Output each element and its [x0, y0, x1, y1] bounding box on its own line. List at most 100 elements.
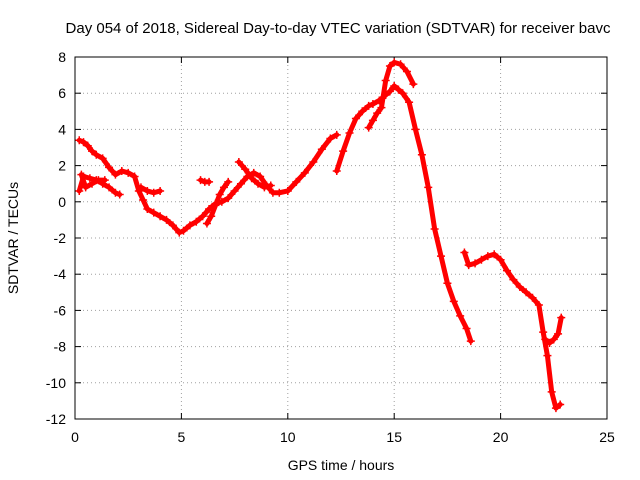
data-point — [83, 141, 92, 150]
y-tick-label: -6 — [54, 302, 67, 318]
data-point — [547, 387, 556, 396]
data-point — [254, 179, 263, 188]
data-point — [502, 266, 511, 275]
data-point — [143, 205, 152, 214]
data-point — [411, 125, 420, 134]
y-tick-label: -4 — [54, 266, 67, 282]
data-point — [339, 147, 348, 156]
data-point — [124, 168, 133, 177]
data-point — [424, 183, 433, 192]
data-point — [77, 170, 86, 179]
data-point — [317, 145, 326, 154]
data-point — [528, 293, 537, 302]
y-tick-label: -12 — [46, 411, 66, 427]
data-point — [394, 85, 403, 94]
data-point — [117, 167, 126, 176]
x-tick-label: 20 — [493, 429, 509, 445]
data-point — [234, 157, 243, 166]
data-point — [98, 154, 107, 163]
data-point — [236, 179, 245, 188]
data-point — [75, 186, 84, 195]
data-point — [541, 335, 550, 344]
data-point — [215, 190, 224, 199]
data-point — [515, 282, 524, 291]
data-point — [224, 194, 233, 203]
y-tick-label: 8 — [58, 49, 66, 65]
data-point — [460, 248, 469, 257]
data-point — [219, 183, 228, 192]
data-point — [332, 167, 341, 176]
data-point — [224, 177, 233, 186]
y-tick-label: -10 — [46, 375, 66, 391]
data-point — [409, 80, 418, 89]
y-axis-label: SDTVAR / TECUs — [5, 182, 21, 294]
data-point — [364, 123, 373, 132]
data-point — [373, 109, 382, 118]
data-point — [496, 255, 505, 264]
data-point — [75, 136, 84, 145]
series-trace-D — [138, 184, 163, 196]
data-point — [149, 208, 158, 217]
grid — [75, 57, 607, 419]
data-point — [260, 183, 269, 192]
data-point — [534, 300, 543, 309]
x-tick-label: 15 — [386, 429, 402, 445]
data-point — [149, 188, 158, 197]
data-point — [81, 183, 90, 192]
y-tick-label: 6 — [58, 85, 66, 101]
data-point — [477, 255, 486, 264]
data-point — [207, 212, 216, 221]
data-point — [326, 134, 335, 143]
data-point — [449, 297, 458, 306]
data-point — [368, 100, 377, 109]
x-tick-label: 10 — [280, 429, 296, 445]
data-point — [85, 174, 94, 183]
data-point — [377, 103, 386, 112]
data-point — [105, 183, 114, 192]
data-point — [437, 252, 446, 261]
data-point — [105, 163, 114, 172]
y-tick-label: -8 — [54, 339, 67, 355]
x-tick-label: 0 — [71, 429, 79, 445]
data-point — [443, 279, 452, 288]
data-point — [430, 224, 439, 233]
data-point — [556, 400, 565, 409]
data-point — [554, 329, 563, 338]
data-point — [396, 60, 405, 69]
data-point — [471, 259, 480, 268]
data-point — [545, 338, 554, 347]
data-point — [292, 177, 301, 186]
data-point — [230, 186, 239, 195]
data-point — [156, 186, 165, 195]
data-point — [211, 201, 220, 210]
data-point — [111, 188, 120, 197]
data-point — [522, 288, 531, 297]
data-point — [156, 212, 165, 221]
data-point — [249, 168, 258, 177]
data-point — [462, 324, 471, 333]
data-point — [143, 186, 152, 195]
data-point — [88, 147, 97, 156]
data-point — [88, 179, 97, 188]
y-tick-label: 2 — [58, 158, 66, 174]
x-tick-label: 5 — [178, 429, 186, 445]
data-point — [351, 114, 360, 123]
data-point — [381, 76, 390, 85]
data-point — [266, 181, 275, 190]
data-point — [417, 150, 426, 159]
data-point — [385, 62, 394, 71]
data-point — [539, 328, 548, 337]
plot-frame — [74, 56, 608, 420]
data-point — [283, 186, 292, 195]
chart-title: Day 054 of 2018, Sidereal Day-to-day VTE… — [66, 20, 611, 37]
data-point — [345, 129, 354, 138]
data-point — [368, 116, 377, 125]
x-axis-label: GPS time / hours — [288, 457, 395, 473]
data-point — [115, 190, 124, 199]
data-point — [364, 101, 373, 110]
data-point — [557, 313, 566, 322]
y-tick-label: 0 — [58, 194, 66, 210]
data-point — [549, 335, 558, 344]
series-trace-I — [366, 59, 416, 131]
data-point — [100, 176, 109, 185]
